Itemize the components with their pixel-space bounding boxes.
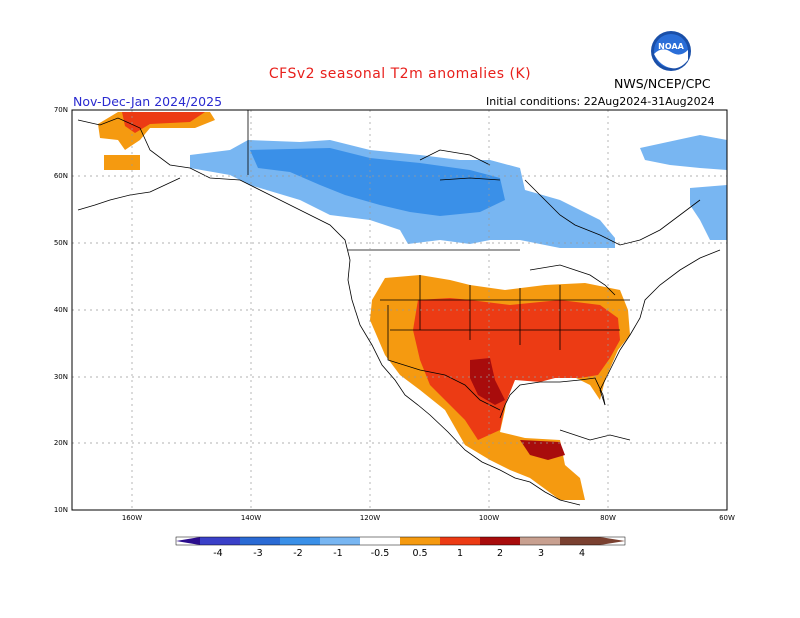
lat-label: 60N <box>54 172 68 180</box>
lon-label: 140W <box>241 514 261 522</box>
lon-label: 100W <box>479 514 499 522</box>
colorbar-tick: 2 <box>497 548 503 559</box>
initial-conditions-label: Initial conditions: 22Aug2024-31Aug2024 <box>486 95 715 108</box>
colorbar-segment <box>560 537 600 545</box>
colorbar-tick: 3 <box>538 548 544 559</box>
colorbar-arrow-low <box>176 537 200 545</box>
latitude-labels: 70N 60N 50N 40N 30N 20N 10N <box>54 106 68 514</box>
lat-label: 30N <box>54 373 68 381</box>
coastlines <box>77 110 721 506</box>
colorbar-tick: 1 <box>457 548 463 559</box>
colorbar-segment <box>240 537 280 545</box>
colorbar-tick: -3 <box>253 548 262 559</box>
colorbar-segment <box>520 537 560 545</box>
longitude-labels: 160W 140W 120W 100W 80W 60W <box>122 514 735 522</box>
agency-label: NWS/NCEP/CPC <box>614 76 711 91</box>
map-title: CFSv2 seasonal T2m anomalies (K) <box>268 66 532 82</box>
lat-label: 20N <box>54 439 68 447</box>
lat-label: 10N <box>54 506 68 514</box>
colorbar-tick: -4 <box>213 548 222 559</box>
lon-label: 60W <box>719 514 735 522</box>
colorbar-tick: 4 <box>579 548 585 559</box>
lat-label: 70N <box>54 106 68 114</box>
graticule <box>72 110 727 510</box>
colorbar-segment <box>400 537 440 545</box>
colorbar-arrow-high <box>600 537 625 545</box>
anomaly-shading <box>98 112 727 500</box>
colorbar-tick: -2 <box>293 548 302 559</box>
noaa-logo-icon: NOAA <box>651 31 691 71</box>
lon-label: 120W <box>360 514 380 522</box>
season-label: Nov-Dec-Jan 2024/2025 <box>73 94 223 109</box>
colorbar-tick: 0.5 <box>412 548 427 559</box>
colorbar-tick: -1 <box>333 548 342 559</box>
logo-text: NOAA <box>658 42 684 51</box>
lon-label: 160W <box>122 514 142 522</box>
colorbar-tick: -0.5 <box>371 548 390 559</box>
map-frame <box>71 109 728 511</box>
colorbar-segment <box>480 537 520 545</box>
colorbar-segment <box>360 537 400 545</box>
colorbar-segment <box>200 537 240 545</box>
colorbar-segment <box>280 537 320 545</box>
colorbar: -4 -3 -2 -1 -0.5 0.5 1 2 3 4 <box>175 536 626 559</box>
colorbar-segment <box>320 537 360 545</box>
lat-label: 50N <box>54 239 68 247</box>
lat-label: 40N <box>54 306 68 314</box>
colorbar-segment <box>440 537 480 545</box>
lon-label: 80W <box>600 514 616 522</box>
